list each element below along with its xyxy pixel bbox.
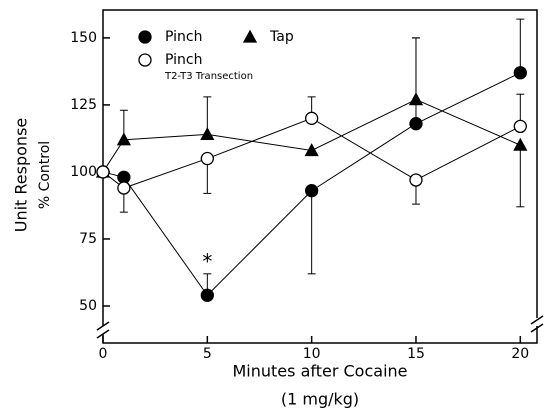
marker: [409, 117, 423, 131]
legend-marker: [138, 30, 152, 44]
x-tick-label: 5: [203, 346, 212, 362]
axis-break: [530, 323, 544, 333]
legend-note: T2-T3 Transection: [164, 71, 253, 82]
legend-label: Pinch: [165, 52, 202, 68]
frame-bottom: [102, 326, 538, 344]
marker: [96, 165, 110, 179]
legend-label: Tap: [269, 29, 294, 45]
annotation: *: [202, 250, 212, 274]
marker: [409, 173, 423, 187]
legend-label: Pinch: [165, 29, 202, 45]
y-sublabel: % Control: [37, 141, 53, 209]
y-tick-label: 50: [79, 298, 97, 314]
axis-break: [96, 329, 110, 339]
marker: [117, 181, 131, 195]
marker: [200, 127, 215, 141]
x-tick-label: 10: [303, 346, 321, 362]
y-label: Unit Response: [12, 118, 31, 233]
y-tick-label: 125: [70, 97, 97, 113]
marker: [200, 151, 214, 166]
y-tick-label: 75: [79, 231, 97, 247]
marker: [513, 66, 527, 80]
x-label: Minutes after Cocaine: [233, 362, 408, 381]
marker: [116, 132, 131, 146]
axis-break: [96, 321, 110, 331]
y-tick-label: 150: [70, 30, 97, 46]
frame: [96, 9, 544, 344]
marker: [513, 119, 527, 134]
x-tick-label: 15: [407, 346, 425, 362]
marker: [305, 184, 319, 198]
x-tick-label: 0: [99, 346, 108, 362]
marker: [408, 92, 424, 106]
legend-marker: [242, 29, 258, 43]
axis-break: [530, 315, 544, 325]
x-tick-label: 20: [511, 346, 529, 362]
marker: [200, 288, 214, 302]
marker: [304, 143, 319, 157]
marker: [305, 111, 319, 125]
x-sublabel: (1 mg/kg): [281, 390, 359, 409]
y-tick-label: 100: [70, 164, 97, 180]
marker: [513, 137, 528, 151]
legend-marker: [138, 53, 152, 67]
